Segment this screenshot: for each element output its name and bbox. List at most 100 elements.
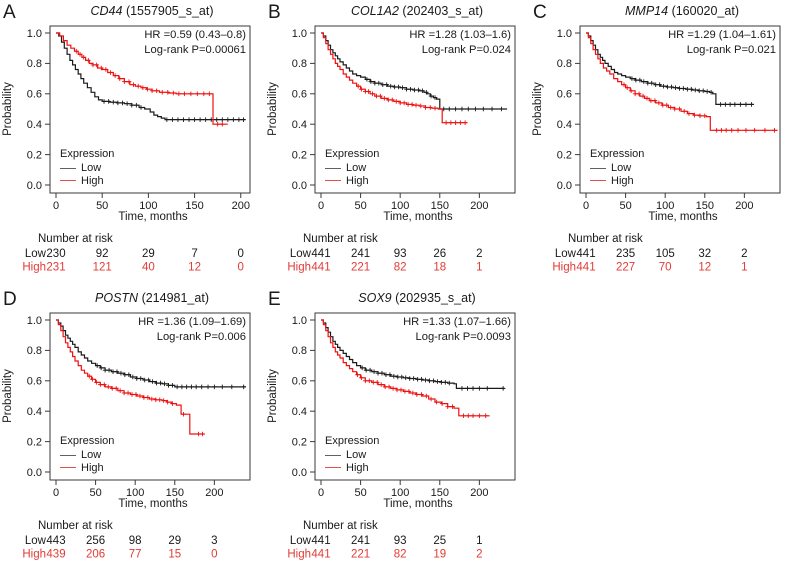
low-line-swatch-icon [60, 454, 76, 456]
legend-label-low: Low [81, 162, 102, 175]
high-line-swatch-icon [60, 467, 76, 469]
risk-row-label: Low [290, 535, 312, 547]
panel-letter: A [3, 2, 17, 23]
logrank-p-value: Log-rank P=0.006 [156, 331, 246, 343]
risk-count: 0 [238, 248, 244, 260]
probe-id: (202403_s_at) [402, 4, 484, 18]
risk-count: 2 [741, 248, 747, 260]
expression-legend: Expression Low High [590, 148, 644, 187]
risk-count: 241 [351, 248, 370, 260]
hr-value: HR =1.29 (1.04–1.61) [668, 29, 776, 41]
svg-text:0.2: 0.2 [27, 436, 42, 448]
probe-id: (1557905_s_at) [125, 4, 214, 18]
risk-count: 235 [616, 248, 635, 260]
legend-label-high: High [346, 174, 369, 187]
expression-legend: Expression Low High [60, 435, 114, 474]
expression-legend: Expression Low High [60, 148, 114, 187]
probe-id: (202935_s_at) [395, 291, 476, 305]
risk-count: 221 [351, 549, 370, 561]
risk-count: 2 [476, 549, 482, 561]
gene-name: CD44 [90, 4, 123, 18]
km-panel-b: B COL1A2 (202403_s_at) Probability 0.0 0.… [265, 0, 529, 287]
gene-name: SOX9 [358, 291, 392, 305]
svg-text:200: 200 [205, 487, 223, 499]
panel-letter: B [268, 2, 282, 23]
legend-label-low: Low [346, 449, 367, 462]
low-line-swatch-icon [325, 167, 341, 169]
risk-row-label: Low [25, 535, 47, 547]
probe-id: (214981_at) [141, 291, 209, 305]
logrank-p-value: Log-rank P=0.0093 [415, 331, 511, 343]
risk-count: 19 [433, 549, 446, 561]
risk-count: 15 [168, 549, 181, 561]
risk-row-label: Low [555, 248, 577, 260]
svg-text:0.2: 0.2 [292, 436, 307, 448]
svg-text:200: 200 [232, 200, 250, 212]
gene-name: MMP14 [625, 4, 669, 18]
risk-row-label: High [552, 262, 576, 274]
legend-title: Expression [60, 148, 115, 160]
svg-text:150: 150 [431, 487, 449, 499]
svg-text:0.8: 0.8 [292, 345, 307, 357]
risk-count: 12 [698, 262, 711, 274]
probe-id: (160020_at) [671, 4, 739, 18]
svg-text:150: 150 [185, 200, 203, 212]
risk-count: 221 [351, 262, 370, 274]
legend-label-low: Low [346, 162, 367, 175]
legend-title: Expression [60, 435, 115, 447]
legend-item-low: Low [590, 162, 644, 175]
high-line-swatch-icon [325, 180, 341, 182]
hr-annotation: HR =1.36 (1.09–1.69) Log-rank P=0.006 [138, 315, 246, 345]
panel-title: MMP14 (160020_at) [572, 4, 792, 18]
gene-name: COL1A2 [350, 4, 399, 18]
risk-table-title: Number at risk [568, 233, 643, 245]
legend-label-low: Low [611, 162, 632, 175]
svg-text:0.0: 0.0 [292, 467, 307, 479]
risk-count: 230 [46, 248, 65, 260]
low-line-swatch-icon [590, 167, 606, 169]
risk-count: 441 [576, 262, 595, 274]
risk-count: 7 [191, 248, 197, 260]
svg-text:0.0: 0.0 [27, 467, 42, 479]
hr-annotation: HR =1.29 (1.04–1.61) Log-rank P=0.021 [668, 28, 776, 58]
svg-text:0: 0 [318, 200, 324, 212]
hr-value: HR =1.28 (1.03–1.6) [409, 29, 511, 41]
legend-item-high: High [325, 462, 379, 475]
svg-text:0.6: 0.6 [292, 89, 307, 101]
hr-annotation: HR =1.33 (1.07–1.66) Log-rank P=0.0093 [403, 315, 511, 345]
km-panel-e: E SOX9 (202935_s_at) Probability 0.0 0.2 0… [265, 287, 529, 574]
risk-table-title: Number at risk [303, 233, 378, 245]
risk-count: 2 [476, 248, 482, 260]
panel-title: COL1A2 (202403_s_at) [307, 4, 527, 18]
km-panel-d: D POSTN (214981_at) Probability 0.0 0.2 0.… [0, 287, 264, 574]
svg-text:0.4: 0.4 [27, 119, 42, 131]
hr-value: HR =1.36 (1.09–1.69) [138, 316, 246, 328]
risk-count: 98 [129, 535, 142, 547]
svg-text:100: 100 [391, 200, 409, 212]
risk-count: 25 [433, 535, 446, 547]
svg-text:200: 200 [735, 200, 753, 212]
risk-count: 441 [311, 535, 330, 547]
risk-count: 1 [476, 262, 482, 274]
svg-text:1.0: 1.0 [292, 315, 307, 327]
high-line-swatch-icon [60, 180, 76, 182]
svg-text:0.6: 0.6 [557, 89, 572, 101]
svg-text:0.2: 0.2 [27, 149, 42, 161]
risk-count: 241 [351, 535, 370, 547]
risk-table-title: Number at risk [38, 233, 113, 245]
expression-legend: Expression Low High [325, 148, 379, 187]
svg-text:100: 100 [126, 487, 144, 499]
risk-count: 77 [129, 549, 142, 561]
km-plot-canvas: 0.0 0.2 0.4 0.6 0.8 1.0 0 50 100 150 200 Number at … [287, 25, 516, 274]
x-axis-label: Time, months [118, 498, 188, 510]
svg-text:0.6: 0.6 [292, 376, 307, 388]
x-axis-label: Time, months [118, 211, 188, 223]
risk-count: 0 [211, 549, 217, 561]
legend-title: Expression [590, 148, 645, 160]
svg-text:150: 150 [696, 200, 714, 212]
hr-value: HR =0.59 (0.43–0.8) [144, 29, 246, 41]
panel-title: SOX9 (202935_s_at) [307, 291, 527, 305]
svg-text:0.4: 0.4 [27, 406, 42, 418]
logrank-p-value: Log-rank P=0.024 [421, 44, 511, 56]
